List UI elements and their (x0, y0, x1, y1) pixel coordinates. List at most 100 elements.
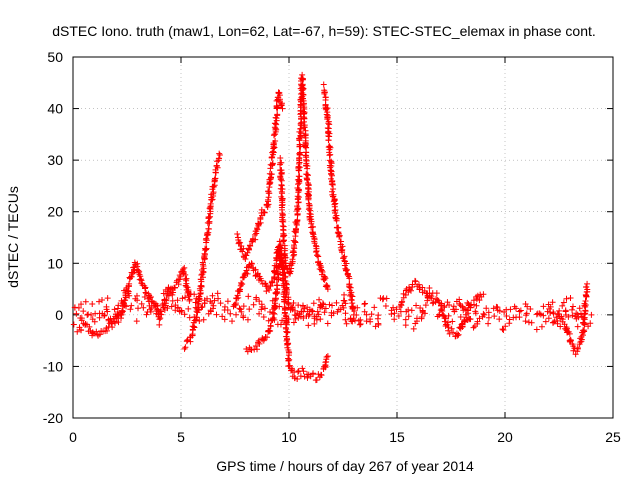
data-point (294, 368, 301, 375)
data-point (480, 310, 487, 317)
data-point (428, 295, 435, 302)
data-point (267, 282, 274, 289)
data-point (281, 307, 288, 314)
data-point (538, 323, 545, 330)
data-point (299, 71, 306, 78)
data-point (476, 315, 483, 322)
data-point (553, 314, 560, 321)
data-point (522, 318, 529, 325)
data-point (300, 118, 307, 125)
data-point (547, 309, 554, 316)
data-point (156, 316, 163, 323)
data-point (134, 297, 141, 304)
data-point (274, 112, 281, 119)
data-point (193, 314, 200, 321)
data-point (316, 296, 323, 303)
data-point (324, 282, 331, 289)
data-point (279, 185, 286, 192)
data-point (450, 329, 457, 336)
data-point (82, 321, 89, 328)
data-point (450, 303, 457, 310)
data-point (257, 216, 264, 223)
data-point (411, 277, 418, 284)
data-point (317, 316, 324, 323)
data-point (516, 308, 523, 315)
data-point (286, 269, 293, 276)
data-point (204, 295, 211, 302)
data-point (580, 314, 587, 321)
data-point (259, 212, 265, 219)
data-point (363, 311, 370, 318)
data-point (305, 184, 312, 191)
data-point (318, 372, 325, 379)
data-point (540, 303, 547, 310)
data-point (336, 232, 343, 239)
data-point (216, 151, 223, 158)
data-point (300, 85, 307, 92)
data-point (288, 365, 295, 372)
data-point (111, 306, 118, 313)
data-point (296, 156, 303, 163)
data-point (244, 348, 251, 355)
data-point (169, 297, 176, 304)
data-point (445, 319, 452, 326)
data-point (326, 133, 333, 140)
data-point (201, 254, 208, 261)
data-point (147, 294, 154, 301)
data-point (569, 312, 576, 319)
data-point (296, 151, 303, 158)
data-point (194, 309, 201, 316)
data-point (448, 325, 455, 332)
data-point (252, 266, 259, 273)
data-point (485, 320, 492, 327)
data-point (180, 268, 187, 275)
data-point (101, 312, 108, 319)
data-point (292, 227, 299, 234)
data-point (186, 296, 193, 303)
data-point (481, 311, 488, 318)
data-point (269, 279, 276, 286)
data-point (421, 310, 428, 317)
data-point (133, 318, 140, 325)
data-point (272, 296, 279, 303)
data-point (546, 305, 553, 312)
data-point (537, 311, 544, 318)
data-point (536, 310, 543, 317)
data-point (299, 302, 306, 309)
data-point (89, 301, 96, 308)
data-point (163, 296, 170, 303)
data-point (236, 305, 243, 312)
data-point (310, 300, 317, 307)
data-point (440, 312, 447, 319)
data-point (405, 289, 412, 296)
x-tick-label: 0 (69, 429, 77, 445)
data-point (449, 318, 456, 325)
data-point (278, 188, 285, 195)
y-tick-label: 0 (55, 307, 63, 323)
data-point (496, 316, 503, 323)
data-point (343, 266, 350, 273)
data-point (279, 206, 286, 213)
data-point (304, 172, 311, 179)
data-point (273, 282, 280, 289)
data-point (574, 323, 581, 330)
data-point (297, 313, 304, 320)
data-point (186, 314, 193, 321)
data-point (433, 290, 440, 297)
data-point (454, 332, 461, 339)
data-point (320, 81, 327, 88)
data-point (465, 310, 472, 317)
data-point (201, 250, 208, 257)
data-point (576, 305, 583, 312)
data-point (318, 264, 325, 271)
data-point (140, 304, 147, 311)
data-point (335, 306, 342, 313)
data-point (374, 315, 381, 322)
data-point (533, 326, 540, 333)
data-point (542, 318, 549, 325)
data-point (322, 94, 329, 101)
y-axis-ticks: -20 -10 0 10 20 30 40 50 (43, 49, 613, 426)
data-point (506, 316, 513, 323)
data-point (278, 181, 285, 188)
data-point (301, 305, 308, 312)
